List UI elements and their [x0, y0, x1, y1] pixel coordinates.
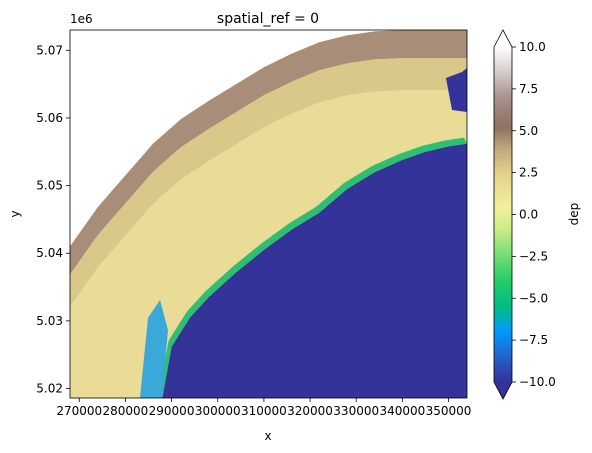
y-tick-label: 5.03 — [36, 314, 63, 328]
y-offset-label: 1e6 — [70, 12, 93, 26]
y-axis-label: y — [8, 210, 22, 217]
colorbar: −10.0 −7.5 −5.0 −2.5 0.0 2.5 5.0 7.5 10.0 dep — [493, 29, 581, 400]
lagoon-west — [140, 300, 168, 398]
sea-region — [162, 143, 467, 398]
x-tick-label: 310000 — [241, 404, 287, 418]
chart-title: spatial_ref = 0 — [217, 11, 319, 27]
x-axis-label: x — [264, 429, 271, 443]
colorbar-tick-label: 10.0 — [519, 40, 546, 54]
highland-region — [70, 30, 467, 275]
x-tick-label: 280000 — [102, 404, 148, 418]
colorbar-tick-label: −10.0 — [519, 375, 556, 389]
colorbar-extend-min — [494, 382, 512, 399]
colorbar-tick-label: 5.0 — [519, 124, 538, 138]
y-tick-label: 5.05 — [36, 179, 63, 193]
x-tick-label: 320000 — [287, 404, 333, 418]
colorbar-tick-label: −5.0 — [519, 291, 548, 305]
midland-region — [70, 58, 467, 307]
colorbar-label: dep — [567, 203, 581, 226]
y-axis: 5.02 5.03 5.04 5.05 5.06 5.07 — [36, 43, 70, 396]
colorbar-bar — [494, 47, 512, 382]
colorbar-tick-label: 2.5 — [519, 166, 538, 180]
x-tick-label: 300000 — [195, 404, 241, 418]
y-tick-label: 5.06 — [36, 111, 63, 125]
x-tick-label: 330000 — [333, 404, 379, 418]
y-tick-label: 5.07 — [36, 43, 63, 57]
plot-frame — [69, 29, 468, 399]
x-tick-label: 270000 — [56, 404, 102, 418]
x-axis: 270000 280000 290000 300000 310000 320000 3300… — [56, 398, 471, 418]
heatmap-area — [70, 30, 467, 398]
lagoon-east — [446, 68, 467, 112]
x-tick-label: 290000 — [149, 404, 195, 418]
x-tick-label: 350000 — [426, 404, 472, 418]
x-tick-label: 340000 — [379, 404, 425, 418]
colorbar-extend-max — [494, 30, 512, 47]
colorbar-ticks: −10.0 −7.5 −5.0 −2.5 0.0 2.5 5.0 7.5 10.0 — [512, 40, 556, 389]
y-tick-label: 5.02 — [36, 382, 63, 396]
colorbar-tick-label: −7.5 — [519, 333, 548, 347]
colorbar-tick-label: 0.0 — [519, 208, 538, 222]
y-tick-label: 5.04 — [36, 246, 63, 260]
colorbar-tick-label: −2.5 — [519, 249, 548, 263]
colorbar-tick-label: 7.5 — [519, 82, 538, 96]
